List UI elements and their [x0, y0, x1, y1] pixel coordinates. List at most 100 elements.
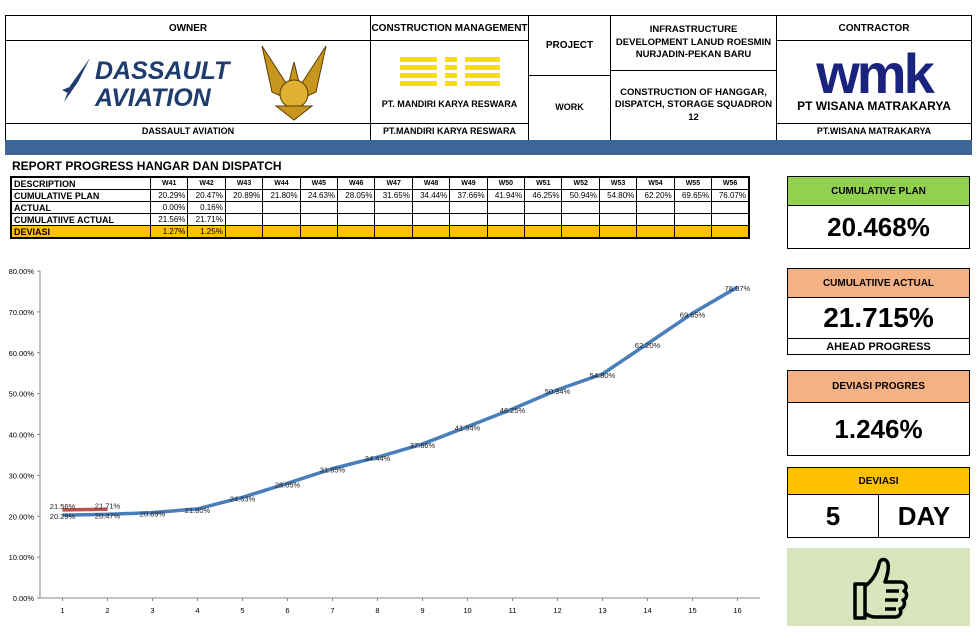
- cell: [449, 201, 488, 214]
- cell: [598, 213, 638, 226]
- cell: 21.80%: [262, 189, 301, 202]
- emblem: [261, 45, 327, 121]
- cell: [299, 225, 339, 239]
- cell: [598, 201, 638, 214]
- cell: 1.25%: [187, 225, 226, 239]
- cell: [486, 225, 526, 239]
- y-tick-label: 50.00%: [9, 390, 35, 399]
- y-tick-label: 80.00%: [9, 267, 35, 276]
- series-line: [62, 285, 739, 517]
- cell: [711, 213, 750, 226]
- owner-label: OWNER: [5, 15, 371, 41]
- chart: 0.00% 10.00% 20.00% 30.00% 40.00% 50.00% 60.00…: [9, 267, 760, 615]
- data-label: 20.47%: [95, 511, 121, 520]
- data-label: 28.05%: [275, 480, 301, 489]
- x-tick-label: 7: [330, 606, 334, 615]
- x-tick-label: 15: [688, 606, 696, 615]
- series-line: [62, 507, 108, 512]
- y-tick-label: 10.00%: [9, 553, 35, 562]
- header-cell: W41: [149, 176, 189, 190]
- header-cell: W55: [673, 176, 713, 190]
- thumbs-box: [787, 548, 970, 626]
- cell: [711, 201, 750, 214]
- cell: [561, 213, 600, 226]
- header-row: DESCRIPTION W41 W42 W43 W44 W45 W46 W47 W48 W49 W5…: [10, 176, 750, 190]
- y-tick-label: 70.00%: [9, 308, 35, 317]
- cell: 31.65%: [374, 189, 413, 202]
- data-label: 62.20%: [635, 341, 661, 350]
- data-label: 34.44%: [365, 454, 391, 463]
- cell: 69.65%: [673, 189, 713, 202]
- y-tick-label: 20.00%: [9, 512, 35, 521]
- x-tick-label: 3: [150, 606, 154, 615]
- contractor-mark: wmk: [816, 42, 934, 106]
- card-value: 20.468%: [787, 205, 970, 249]
- thumbs-up-icon: [852, 557, 908, 620]
- project-label: PROJECT: [528, 15, 611, 76]
- header-cell: W52: [561, 176, 600, 190]
- data-label: 31.65%: [320, 466, 346, 475]
- cell: DEVIASI: [10, 225, 151, 239]
- cell: CUMULATIVE PLAN: [10, 189, 151, 202]
- card-note: AHEAD PROGRESS: [787, 338, 970, 355]
- x-tick-label: 4: [195, 606, 199, 615]
- cell: [673, 213, 713, 226]
- data-label: 21.56%: [50, 502, 76, 511]
- cell: [374, 225, 413, 239]
- progress-table: DESCRIPTION W41 W42 W43 W44 W45 W46 W47 W48 W49 W5…: [10, 176, 750, 239]
- card-value: 5: [787, 494, 879, 538]
- header-cell: W51: [524, 176, 563, 190]
- work: CONSTRUCTION OF HANGGAR, DISPATCH, STORA…: [610, 70, 777, 141]
- data-label: 69.65%: [680, 310, 706, 319]
- cell: 20.29%: [149, 189, 189, 202]
- cell: [411, 225, 451, 239]
- header-cell: W42: [187, 176, 226, 190]
- contractor-logo-cell: wmk PT WISANA MATRAKARYA: [776, 40, 972, 124]
- cell: [711, 225, 750, 239]
- card-title: DEVIASI: [787, 467, 970, 495]
- card-title: DEVIASI PROGRES: [787, 370, 970, 403]
- cell: [224, 201, 264, 214]
- header-cell: W48: [411, 176, 451, 190]
- card-title: CUMULATIVE PLAN: [787, 176, 970, 206]
- x-tick-label: 1: [60, 606, 64, 615]
- card-title: CUMULATIIVE ACTUAL: [787, 268, 970, 298]
- cell: [598, 225, 638, 239]
- cell: [337, 225, 376, 239]
- contractor-label: CONTRACTOR: [776, 15, 972, 41]
- cell: 21.71%: [187, 213, 226, 226]
- header-cell: W54: [636, 176, 675, 190]
- data-label: 41.94%: [455, 424, 481, 433]
- cell: [262, 201, 301, 214]
- header-cell: W44: [262, 176, 301, 190]
- header-cell: W50: [486, 176, 526, 190]
- y-tick-label: 60.00%: [9, 349, 35, 358]
- contractor-logo-text: PT WISANA MATRAKARYA: [797, 99, 951, 114]
- card-value: 21.715%: [787, 297, 970, 339]
- x-tick-label: 5: [240, 606, 244, 615]
- cell: [299, 213, 339, 226]
- cell: 34.44%: [411, 189, 451, 202]
- band: [5, 140, 972, 155]
- header-cell: W46: [337, 176, 376, 190]
- cell: 37.66%: [449, 189, 488, 202]
- header-cell: W45: [299, 176, 339, 190]
- cell: [262, 225, 301, 239]
- header-cell: DESCRIPTION: [10, 176, 151, 190]
- x-tick-label: 2: [105, 606, 109, 615]
- cell: 50.94%: [561, 189, 600, 202]
- card-unit: DAY: [878, 494, 970, 538]
- x-tick-label: 11: [509, 606, 517, 615]
- cell: CUMULATIIVE ACTUAL: [10, 213, 151, 226]
- cm-logo-bars: [399, 53, 500, 90]
- cell: 76.07%: [711, 189, 750, 202]
- header-cell: W53: [598, 176, 638, 190]
- cell: [224, 225, 264, 239]
- cell: [374, 201, 413, 214]
- x-tick-label: 16: [733, 606, 741, 615]
- work-label: WORK: [528, 75, 611, 141]
- logo-text: AVIATION: [95, 84, 211, 112]
- cell: [262, 213, 301, 226]
- data-label: 20.29%: [50, 512, 76, 521]
